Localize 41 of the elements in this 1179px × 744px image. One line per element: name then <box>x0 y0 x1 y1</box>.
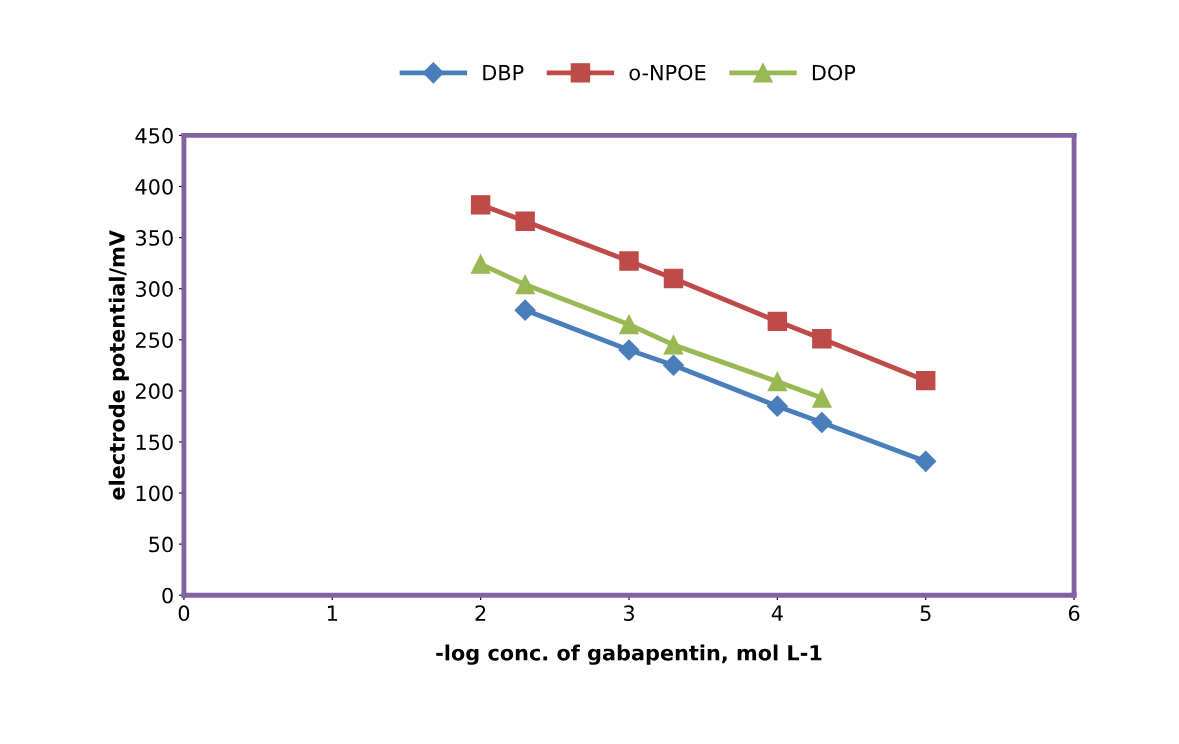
point <box>915 370 936 391</box>
point <box>766 395 788 417</box>
legend-label: DOP <box>812 64 856 81</box>
y-tick-label: 50 <box>149 536 173 553</box>
x-tick-label: 2 <box>475 605 486 621</box>
point <box>618 339 640 361</box>
point <box>470 254 491 274</box>
y-tick-label: 100 <box>136 485 173 502</box>
point <box>514 299 536 321</box>
y-tick-label: 150 <box>136 434 173 451</box>
point <box>811 412 833 434</box>
point <box>619 314 639 335</box>
point <box>767 311 788 332</box>
point <box>619 251 639 271</box>
x-axis-title: -log conc. of gabapentin, mol L-1 <box>436 644 822 665</box>
point <box>812 388 832 408</box>
point <box>515 274 535 295</box>
point <box>663 335 684 355</box>
point <box>915 450 937 472</box>
point <box>515 211 535 231</box>
y-tick-label: 300 <box>136 281 173 297</box>
x-tick-label: 0 <box>178 605 190 622</box>
y-tick-label: 200 <box>135 383 173 400</box>
x-tick-label: 1 <box>327 605 337 621</box>
y-tick-label: 250 <box>135 332 173 348</box>
point <box>470 195 491 215</box>
x-tick-label: 6 <box>1068 605 1080 622</box>
point <box>662 354 685 376</box>
x-tick-label: 3 <box>623 605 634 622</box>
y-tick-label: 450 <box>135 127 173 144</box>
y-axis-title: electrode potential/mV <box>108 230 129 500</box>
point <box>663 268 684 289</box>
y-tick-label: 400 <box>135 178 173 195</box>
x-tick-label: 5 <box>920 605 931 622</box>
y-tick-label: 0 <box>162 587 173 604</box>
legend-label: DBP <box>483 64 524 81</box>
x-tick-label: 4 <box>771 605 783 621</box>
legend-label: o-NPOE <box>629 64 706 81</box>
point <box>767 371 788 392</box>
point <box>812 329 832 349</box>
y-tick-label: 350 <box>136 230 173 246</box>
